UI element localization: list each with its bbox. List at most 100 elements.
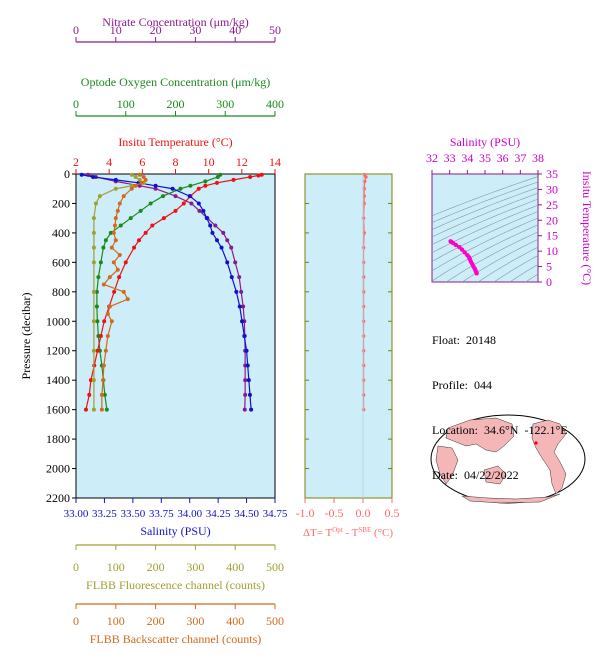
- salinity-point: [237, 304, 242, 309]
- temperature-point: [196, 186, 201, 191]
- nitrate-point: [225, 238, 230, 243]
- ts-salinity-tick-label: 36: [497, 151, 509, 165]
- fluorescence-point: [91, 407, 96, 412]
- pressure-tick-label: 0: [64, 167, 70, 181]
- temperature-point: [203, 183, 208, 188]
- ts-salinity-tick-label: 32: [426, 151, 438, 165]
- salinity-axis-label: Salinity (PSU): [140, 524, 210, 538]
- temperature-tick-label: 8: [173, 155, 179, 169]
- fluorescence-tick-label: 100: [107, 560, 125, 574]
- backscatter-point: [113, 238, 118, 243]
- fluorescence-axis-label: FLBB Fluorescence channel (counts): [86, 578, 265, 592]
- date-line: Date: 04/22/2022: [432, 468, 568, 483]
- backscatter-point: [99, 407, 104, 412]
- ts-point: [474, 271, 479, 276]
- delta-t-point: [361, 334, 366, 338]
- backscatter-point: [113, 223, 118, 228]
- backscatter-point: [143, 177, 148, 182]
- oxygen-point: [138, 208, 143, 213]
- fluorescence-point: [91, 216, 96, 221]
- salinity-point: [170, 186, 175, 191]
- salinity-point: [187, 194, 192, 199]
- temperature-tick-label: 14: [269, 155, 281, 169]
- salinity-point: [245, 363, 250, 368]
- backscatter-point: [113, 216, 118, 221]
- ts-temperature-tick-label: 35: [546, 167, 558, 181]
- temperature-point: [95, 348, 100, 353]
- ts-temperature-label: Insitu Temperature (°C): [580, 171, 594, 285]
- backscatter-axis-label: FLBB Backscatter channel (counts): [90, 632, 262, 646]
- salinity-tick-label: 33.50: [120, 508, 145, 520]
- nitrate-axis-label: Nitrate Concentration (μm/kg): [102, 15, 248, 29]
- fluorescence-tick-label: 500: [266, 560, 284, 574]
- oxygen-axis-label: Optode Oxygen Concentration (μm/kg): [81, 75, 270, 89]
- pressure-tick-label: 2000: [46, 462, 70, 476]
- delta-t-axis-label: ΔT= TOpt - TSBE (°C): [303, 526, 393, 539]
- temperature-point: [83, 407, 88, 412]
- nitrate-series-line: [87, 174, 246, 410]
- location-value: 34.6°N -122.1°E: [483, 423, 568, 437]
- salinity-point: [246, 378, 251, 383]
- oxygen-point: [101, 245, 106, 250]
- temperature-point: [98, 334, 103, 338]
- backscatter-point: [121, 194, 126, 199]
- backscatter-tick-label: 300: [186, 614, 204, 628]
- density-contour: [493, 255, 538, 282]
- backscatter-point: [141, 174, 146, 179]
- temperature-point: [102, 319, 107, 324]
- fluorescence-point: [91, 245, 96, 250]
- temperature-tick-label: 12: [236, 155, 248, 169]
- location-line: Location: 34.6°N -122.1°E: [432, 423, 568, 438]
- delta-t-tick-label: 0.0: [356, 506, 371, 520]
- oxygen-point: [102, 392, 107, 397]
- delta-t-point: [361, 216, 366, 220]
- salinity-point: [225, 260, 230, 265]
- pressure-tick-label: 1200: [46, 344, 70, 358]
- ts-salinity-title: Salinity (PSU): [450, 135, 520, 149]
- density-contour: [432, 211, 538, 262]
- oxygen-point: [161, 194, 166, 199]
- delta-t-point: [361, 290, 366, 294]
- salinity-point: [242, 334, 247, 338]
- temperature-point: [181, 201, 186, 206]
- fluorescence-tick-label: 400: [226, 560, 244, 574]
- backscatter-tick-label: 0: [73, 614, 79, 628]
- float-info-block: Float: 20148 Profile: 044 Location: 34.6…: [432, 303, 568, 498]
- backscatter-point: [133, 183, 138, 188]
- salinity-tick-label: 34.50: [234, 508, 259, 520]
- profile-axes-group: 0200400600800100012001400160018002000220…: [46, 15, 288, 646]
- map-land-antarctica: [461, 493, 561, 504]
- salinity-point: [210, 230, 215, 235]
- salinity-tick-label: 33.00: [64, 508, 89, 520]
- ts-plot-area: [431, 173, 539, 283]
- density-contour: [432, 204, 538, 254]
- fluorescence-point: [91, 319, 96, 324]
- fluorescence-point: [129, 172, 134, 177]
- nitrate-point: [173, 194, 178, 199]
- ts-density-contours: [432, 168, 609, 288]
- temperature-tick-label: 2: [73, 155, 79, 169]
- oxygen-point: [94, 289, 99, 294]
- density-contour: [533, 168, 609, 288]
- oxygen-point: [215, 174, 220, 179]
- salinity-tick-label: 34.25: [206, 508, 231, 520]
- delta-t-point: [361, 348, 366, 353]
- delta-t-tick-label: -1.0: [296, 506, 315, 520]
- world-map-icon: [430, 414, 586, 504]
- ts-point: [459, 247, 465, 252]
- salinity-point: [244, 348, 249, 353]
- profile-line: Profile: 044: [432, 378, 568, 393]
- nitrate-point: [233, 260, 238, 265]
- salinity-point: [215, 238, 220, 243]
- salinity-point: [208, 223, 213, 228]
- salinity-point: [229, 275, 234, 280]
- ts-temperature-tick-label: 30: [546, 182, 558, 196]
- backscatter-point: [103, 348, 108, 353]
- nitrate-point: [213, 223, 218, 228]
- temperature-point: [112, 289, 117, 294]
- pressure-tick-label: 1000: [46, 314, 70, 328]
- float-value: 20148: [466, 333, 497, 347]
- temperature-point: [214, 180, 219, 185]
- nitrate-point: [189, 201, 194, 206]
